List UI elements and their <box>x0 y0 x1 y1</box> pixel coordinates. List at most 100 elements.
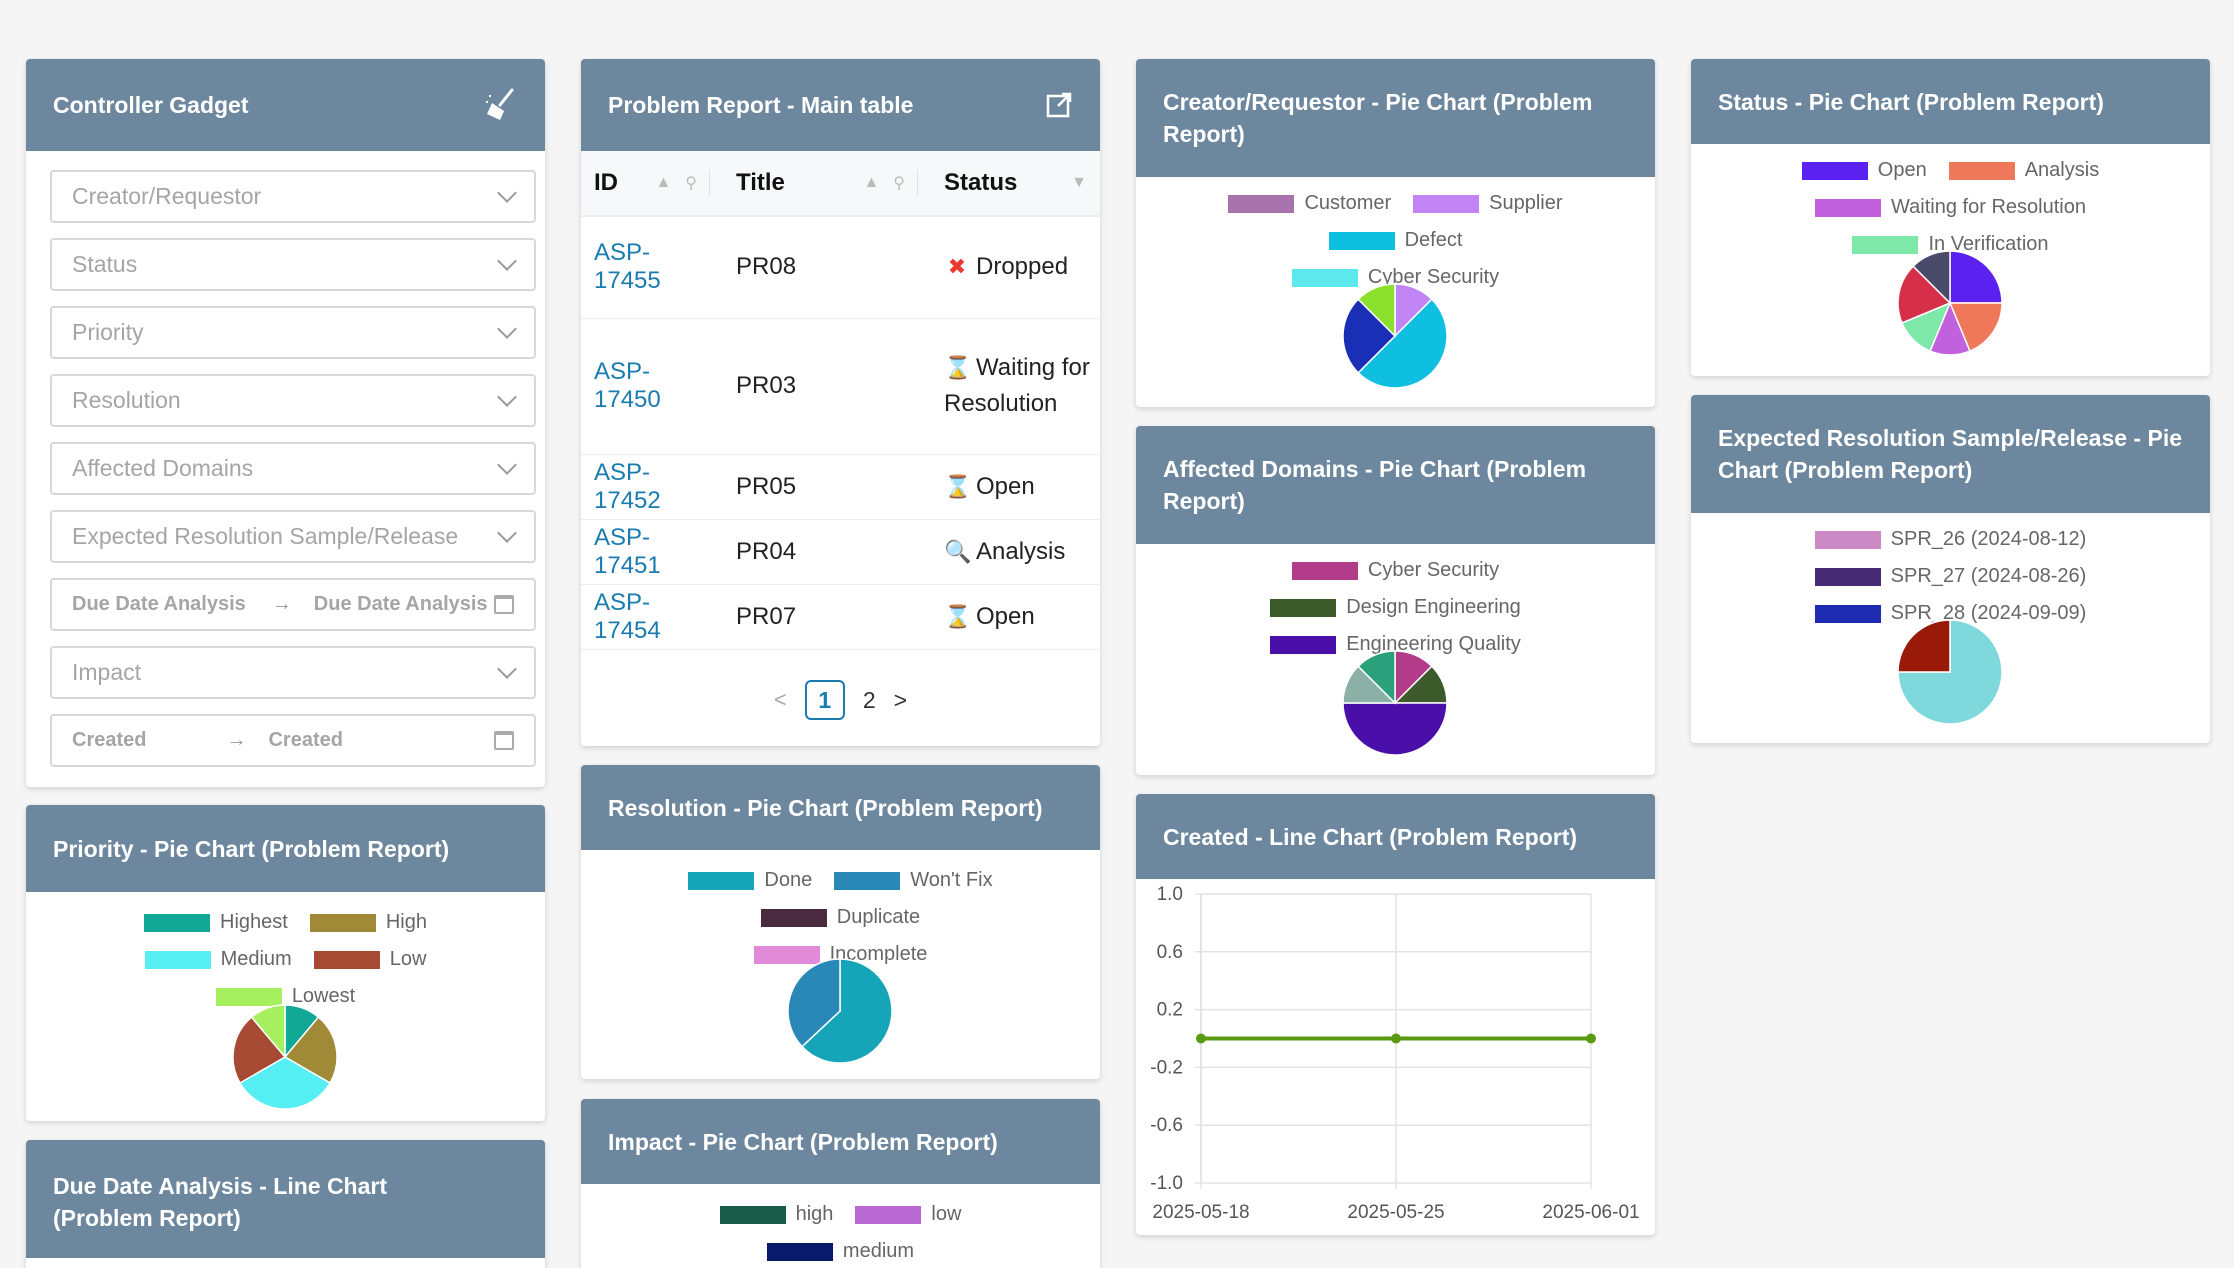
legend-item[interactable]: low <box>855 1203 961 1226</box>
due-start-input[interactable]: Due Date Analysis <box>72 593 246 615</box>
expected-resolution-select[interactable]: Expected Resolution Sample/Release <box>50 510 536 563</box>
prev-page-icon[interactable]: < <box>773 687 787 712</box>
pie-slice[interactable] <box>1948 302 2003 353</box>
legend-item[interactable]: Lowest <box>215 985 355 1008</box>
created-start-input[interactable]: Created <box>72 729 147 751</box>
hourglass-icon: ⌛ <box>944 603 972 629</box>
affected-domains-chart-title: Affected Domains - Pie Chart (Problem Re… <box>1163 456 1587 514</box>
legend-item[interactable]: SPR_27 (2024-08-26) <box>1814 565 2086 588</box>
due-end-input[interactable]: Due Date Analysis <box>313 593 488 615</box>
legend-item[interactable]: Highest <box>144 911 288 934</box>
legend-item[interactable]: Done <box>688 869 812 892</box>
pie-slice[interactable] <box>250 1004 286 1060</box>
sort-icon[interactable]: ▲ <box>655 174 672 191</box>
status-legend: Open Analysis Waiting for Resolution In … <box>1691 152 2210 256</box>
expected-resolution-chart-card: Expected Resolution Sample/Release - Pie… <box>1691 395 2210 743</box>
table-row[interactable]: ASP-17450 PR03 ⌛ Waiting for Resolution <box>581 318 1100 455</box>
pie-slice[interactable] <box>1357 283 1396 338</box>
data-point[interactable] <box>1196 1033 1206 1044</box>
due-date-range[interactable]: Due Date Analysis → Due Date Analysis <box>50 578 536 631</box>
expected-resolution-chart-header: Expected Resolution Sample/Release - Pie… <box>1691 395 2210 513</box>
row-id[interactable]: ASP-17455 <box>581 216 723 319</box>
legend-item[interactable]: Defect <box>1328 229 1462 252</box>
pie-slice[interactable] <box>1897 265 1952 324</box>
search-icon[interactable]: ⚲ <box>893 175 905 192</box>
resolution-pie <box>787 958 893 1064</box>
row-status: ⌛ Waiting for Resolution <box>931 318 1100 455</box>
cross-icon: ✖ <box>947 254 967 280</box>
creator-select[interactable]: Creator/Requestor <box>50 170 536 223</box>
row-status: 🔍 Analysis <box>931 519 1100 585</box>
pie-slice[interactable] <box>1342 702 1448 756</box>
page-2-button[interactable]: 2 <box>862 686 876 713</box>
legend-item[interactable]: Duplicate <box>760 906 920 929</box>
legend-item[interactable]: Won't Fix <box>834 869 993 892</box>
pie-slice[interactable] <box>232 1016 287 1085</box>
creator-legend: Customer Supplier Defect Cyber Security <box>1136 185 1655 289</box>
legend-item[interactable]: medium <box>766 1240 914 1263</box>
data-point[interactable] <box>1586 1033 1596 1044</box>
hourglass-icon: ⌛ <box>944 355 972 380</box>
legend-item[interactable]: Cyber Security <box>1291 266 1499 289</box>
legend-item[interactable]: Supplier <box>1413 192 1563 215</box>
legend-item[interactable]: Open <box>1801 159 1927 182</box>
row-id[interactable]: ASP-17452 <box>581 454 723 520</box>
legend-item[interactable]: SPR_28 (2024-09-09) <box>1814 602 2086 625</box>
created-end-input[interactable]: Created <box>268 729 343 751</box>
data-point[interactable] <box>1391 1033 1401 1044</box>
affected-domains-select[interactable]: Affected Domains <box>50 442 536 495</box>
resolution-select[interactable]: Resolution <box>50 374 536 427</box>
broom-icon[interactable] <box>482 87 518 123</box>
priority-select[interactable]: Priority <box>50 306 536 359</box>
pie-slice[interactable] <box>1357 650 1396 705</box>
row-id[interactable]: ASP-17454 <box>581 584 723 650</box>
status-select[interactable]: Status <box>50 238 536 291</box>
table-row[interactable]: ASP-17454 PR07 ⌛ Open <box>581 584 1100 650</box>
legend-item[interactable]: Design Engineering <box>1270 596 1521 619</box>
pie-slice[interactable] <box>1342 298 1397 374</box>
pie-slice[interactable] <box>1357 298 1448 389</box>
impact-select[interactable]: Impact <box>50 646 536 699</box>
table-row[interactable]: ASP-17451 PR04 🔍 Analysis <box>581 519 1100 585</box>
table-row[interactable]: ASP-17455 PR08 ✖ Dropped <box>581 216 1100 319</box>
legend-item[interactable]: High <box>309 911 427 934</box>
expected-resolution-chart-title: Expected Resolution Sample/Release - Pie… <box>1718 425 2182 483</box>
pie-slice[interactable] <box>1912 250 1951 305</box>
search-icon[interactable]: ⚲ <box>685 175 697 192</box>
table-row[interactable]: ASP-17452 PR05 ⌛ Open <box>581 454 1100 520</box>
legend-item[interactable]: Analysis <box>1948 159 2099 182</box>
legend-item[interactable]: Incomplete <box>753 943 927 966</box>
row-id[interactable]: ASP-17451 <box>581 519 723 585</box>
sort-icon[interactable]: ▲ <box>863 174 880 191</box>
legend-item[interactable]: high <box>719 1203 833 1226</box>
pie-slice[interactable] <box>1949 250 2003 304</box>
chevron-down-icon <box>497 454 517 475</box>
pie-slice[interactable] <box>1897 619 1951 673</box>
resolution-legend: Done Won't Fix Duplicate Incomplete <box>581 862 1100 966</box>
pie-slice[interactable] <box>801 958 893 1064</box>
legend-item[interactable]: Engineering Quality <box>1270 633 1521 656</box>
legend-item[interactable]: Waiting for Resolution <box>1815 196 2086 219</box>
legend-item[interactable]: Customer <box>1228 192 1391 215</box>
pie-slice[interactable] <box>1897 619 2003 725</box>
row-id[interactable]: ASP-17450 <box>581 318 723 455</box>
pie-slice[interactable] <box>787 958 841 1048</box>
chevron-down-icon <box>497 386 517 407</box>
priority-legend: Highest High Medium Low Lowest <box>26 904 545 1008</box>
legend-item[interactable]: Cyber Security <box>1291 559 1499 582</box>
calendar-icon <box>494 595 514 614</box>
next-page-icon[interactable]: > <box>893 686 908 713</box>
legend-item[interactable]: In Verification <box>1852 233 2049 256</box>
external-link-icon[interactable] <box>1045 91 1073 119</box>
legend-item[interactable]: Low <box>313 948 426 971</box>
filter-icon[interactable]: ▼ <box>1071 174 1087 191</box>
created-range[interactable]: Created → Created <box>50 714 536 767</box>
legend-item[interactable]: Medium <box>144 948 292 971</box>
pie-slice[interactable] <box>283 1016 338 1085</box>
row-title: PR08 <box>723 216 931 319</box>
pie-slice[interactable] <box>238 1056 332 1110</box>
page-1-button[interactable]: 1 <box>804 680 845 720</box>
legend-item[interactable]: SPR_26 (2024-08-12) <box>1814 528 2086 551</box>
resolution-chart-card: Resolution - Pie Chart (Problem Report) … <box>581 765 1100 1079</box>
creator-chart-header: Creator/Requestor - Pie Chart (Problem R… <box>1136 59 1655 177</box>
